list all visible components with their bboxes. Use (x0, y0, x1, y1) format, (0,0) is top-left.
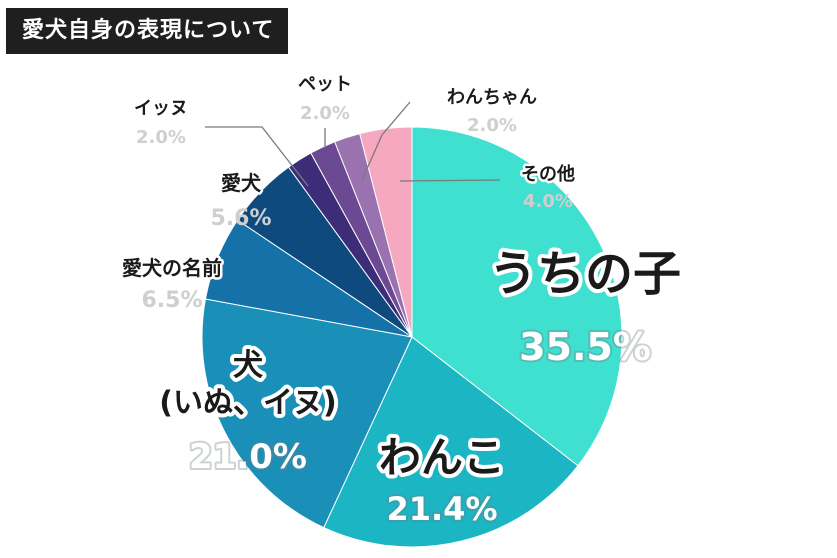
slice-label: 愛犬 (221, 171, 262, 195)
chart-title: 愛犬自身の表現について (6, 8, 289, 54)
slice-label: 犬(いぬ、イヌ) (159, 348, 336, 421)
slice-label: うちの子 (489, 246, 681, 302)
pie-slices (201, 126, 623, 548)
slice-label: わんちゃん (447, 87, 537, 108)
slice-label: その他 (521, 163, 575, 185)
pie-slice (411, 126, 623, 467)
slice-value-label: 21.4% (386, 490, 497, 528)
slice-value-label: 35.5% (519, 325, 651, 369)
slice-value-label: 2.0% (136, 127, 186, 148)
pie-slice (323, 336, 579, 548)
pie-slice (359, 126, 413, 338)
leader-lines (205, 101, 501, 187)
pie-slice (201, 298, 413, 529)
slice-label: わんこ (379, 433, 505, 482)
slice-value-label: 4.0% (523, 191, 573, 212)
leader-line (361, 101, 411, 181)
leader-line (205, 126, 309, 187)
slice-value-label: 2.0% (300, 103, 350, 124)
slice-label: イッヌ (134, 98, 188, 119)
slice-label: ペット (298, 74, 352, 95)
slice-labels: うちの子 35.5% わんこ 21.4% 犬(いぬ、イヌ) 21.0% 愛犬の名前 6.5% 愛… (120, 72, 686, 531)
slice-value-label: 2.0% (467, 115, 517, 136)
slice-label: 愛犬の名前 (122, 256, 222, 280)
slice-value-label: 5.6% (210, 206, 271, 231)
slice-value-label: 6.5% (141, 288, 202, 313)
slice-value-label: 21.0% (189, 437, 307, 477)
leader-line (399, 179, 501, 182)
